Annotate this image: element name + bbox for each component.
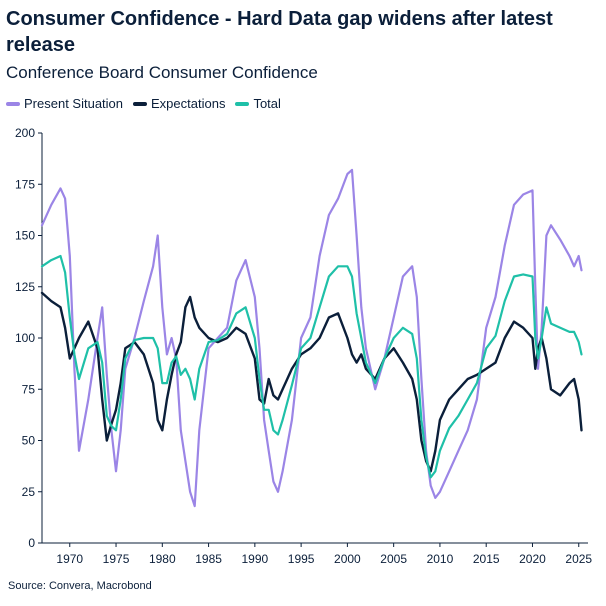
y-tick-label: 25 <box>22 485 36 499</box>
x-tick-label: 1985 <box>195 552 222 566</box>
legend-item-total: Total <box>235 96 281 111</box>
x-tick-label: 1975 <box>103 552 130 566</box>
y-tick-label: 50 <box>22 434 36 448</box>
legend-swatch-present-situation <box>6 101 20 106</box>
legend-label-present-situation: Present Situation <box>24 96 124 111</box>
x-tick-label: 1995 <box>288 552 315 566</box>
y-tick-label: 125 <box>15 280 35 294</box>
legend-item-expectations: Expectations <box>133 96 225 111</box>
y-tick-label: 75 <box>22 382 36 396</box>
y-tick-label: 100 <box>15 331 35 345</box>
chart-source: Source: Convera, Macrobond <box>8 580 152 592</box>
chart-subtitle: Conference Board Consumer Confidence <box>6 63 318 82</box>
x-tick-label: 2000 <box>334 552 361 566</box>
x-tick-label: 2025 <box>565 552 592 566</box>
legend-swatch-expectations <box>133 101 148 106</box>
y-tick-label: 175 <box>15 177 35 191</box>
x-tick-label: 2005 <box>380 552 407 566</box>
series-line-expectations <box>40 291 583 473</box>
x-tick-label: 2020 <box>519 552 546 566</box>
y-tick-label: 0 <box>28 536 35 550</box>
y-tick-label: 150 <box>15 229 35 243</box>
chart-legend: Present Situation Expectations Total <box>6 96 291 111</box>
x-tick-label: 1970 <box>56 552 83 566</box>
legend-label-total: Total <box>253 96 281 111</box>
x-tick-label: 2015 <box>473 552 500 566</box>
x-tick-label: 2010 <box>427 552 454 566</box>
x-tick-label: 1980 <box>149 552 176 566</box>
legend-item-present-situation: Present Situation <box>6 96 123 111</box>
series-line-total <box>40 254 583 479</box>
legend-swatch-total <box>235 101 250 106</box>
x-tick-label: 1990 <box>241 552 268 566</box>
chart-title: Consumer Confidence - Hard Data gap wide… <box>6 8 553 56</box>
y-tick-label: 200 <box>15 126 35 140</box>
series-line-present-situation <box>40 168 583 508</box>
legend-label-expectations: Expectations <box>151 96 226 111</box>
